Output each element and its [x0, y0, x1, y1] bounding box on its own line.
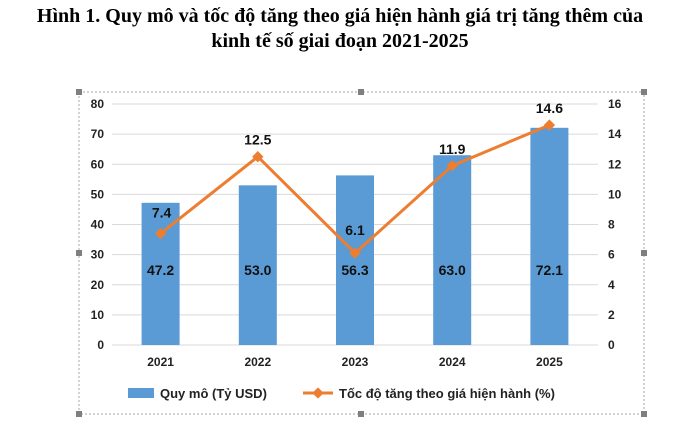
left-tick-label-7: 70	[91, 127, 105, 141]
line-series	[154, 119, 556, 259]
x-tick-label-2025: 2025	[536, 355, 563, 369]
bar-2022	[238, 185, 277, 345]
line-point-2022	[252, 151, 264, 163]
line-label-2022: 12.5	[244, 132, 271, 148]
bar-2021	[141, 202, 180, 345]
left-tick-label-1: 10	[91, 308, 105, 322]
legend: Quy mô (Tỷ USD) Tốc độ tăng theo giá hiệ…	[128, 386, 555, 401]
right-tick-label-0: 0	[608, 338, 615, 352]
right-tick-label-6: 12	[608, 157, 622, 171]
left-tick-label-6: 60	[91, 157, 105, 171]
x-tick-label-2023: 2023	[342, 355, 369, 369]
left-tick-label-8: 80	[91, 97, 105, 111]
bar-label-2022: 53.0	[244, 262, 271, 278]
bar-series	[141, 127, 569, 345]
left-axis: 0 10 20 30 40 50 60 70 80	[91, 97, 105, 352]
x-tick-label-2021: 2021	[147, 355, 174, 369]
line-point-2023	[349, 247, 361, 259]
x-tick-label-2024: 2024	[439, 355, 466, 369]
chart-title-line-2: kinh tế số giai đoạn 2021-2025	[211, 30, 469, 52]
frame-handles[interactable]	[76, 89, 647, 417]
x-tick-label-2022: 2022	[244, 355, 271, 369]
frame-handle-bottom-right[interactable]	[641, 411, 647, 417]
bar-label-2024: 63.0	[439, 262, 466, 278]
left-tick-label-0: 0	[97, 338, 104, 352]
line-point-2024	[446, 160, 458, 172]
line-label-2021: 7.4	[152, 205, 172, 221]
right-tick-label-4: 8	[608, 218, 615, 232]
frame-handle-bottom-center[interactable]	[358, 411, 364, 417]
legend-label-line: Tốc độ tăng theo giá hiện hành (%)	[339, 386, 555, 401]
bar-2024	[433, 155, 472, 345]
left-tick-label-4: 40	[91, 218, 105, 232]
legend-swatch-bar	[128, 388, 154, 398]
right-tick-label-7: 14	[608, 127, 622, 141]
bar-label-2023: 56.3	[341, 262, 368, 278]
frame-handle-bottom-left[interactable]	[76, 411, 82, 417]
bar-2023	[336, 175, 374, 345]
right-tick-label-1: 2	[608, 308, 615, 322]
line-point-2021	[154, 227, 167, 240]
bar-data-labels: 47.2 53.0 56.3 63.0 72.1	[147, 262, 563, 278]
right-axis: 0 2 4 6 8 10 12 14 16	[608, 97, 622, 352]
frame-handle-middle-left[interactable]	[76, 250, 82, 256]
line-label-2024: 11.9	[439, 141, 466, 157]
line-data-labels: 7.4 12.5 6.1 11.9 14.6	[152, 100, 563, 238]
bar-2025	[530, 127, 569, 345]
legend-label-bar: Quy mô (Tỷ USD)	[160, 386, 267, 401]
chart-title-line-1: Hình 1. Quy mô và tốc độ tăng theo giá h…	[36, 5, 644, 27]
bar-label-2025: 72.1	[536, 262, 563, 278]
legend-swatch-marker	[312, 387, 324, 399]
line-label-2023: 6.1	[345, 222, 365, 238]
left-tick-label-5: 50	[91, 187, 105, 201]
left-tick-label-2: 20	[91, 278, 105, 292]
frame-handle-top-center[interactable]	[358, 89, 364, 95]
bar-label-2021: 47.2	[147, 262, 174, 278]
left-tick-label-3: 30	[91, 248, 105, 262]
right-tick-label-3: 6	[608, 248, 615, 262]
right-tick-label-2: 4	[608, 278, 615, 292]
chart-title: Hình 1. Quy mô và tốc độ tăng theo giá h…	[0, 4, 680, 54]
line-label-2025: 14.6	[536, 100, 563, 116]
frame-handle-top-right[interactable]	[641, 89, 647, 95]
frame-handle-top-left[interactable]	[76, 89, 82, 95]
frame-handle-middle-right[interactable]	[641, 250, 647, 256]
right-tick-label-8: 16	[608, 97, 622, 111]
right-tick-label-5: 10	[608, 187, 622, 201]
x-axis: 2021 2022 2023 2024 2025	[147, 355, 563, 369]
